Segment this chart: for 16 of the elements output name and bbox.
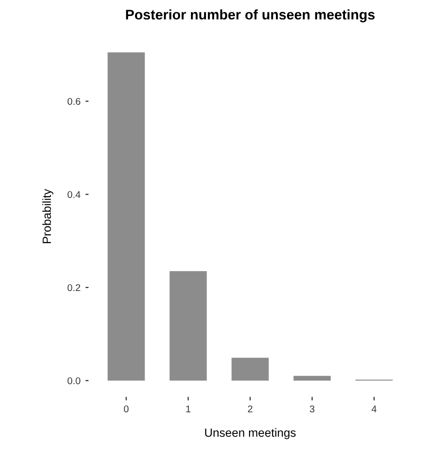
x-tick-label: 3 [310,405,314,412]
chart-title: Posterior number of unseen meetings [126,9,375,22]
x-tick-label: 0 [124,405,129,412]
bar [170,271,207,381]
bar [294,376,331,381]
x-axis-title: Unseen meetings [205,428,296,440]
x-tick-label: 1 [186,406,190,412]
y-tick-label: 0.6 [68,98,80,105]
y-tick-label: 0.4 [68,191,80,198]
bar [232,358,269,381]
bar [108,52,145,381]
x-tick-label: 2 [248,405,252,412]
y-tick-label: 0.2 [68,284,80,292]
y-axis-title: Probability [42,188,54,244]
x-tick-label: 4 [372,406,377,412]
y-tick-label: 0.0 [68,377,80,384]
